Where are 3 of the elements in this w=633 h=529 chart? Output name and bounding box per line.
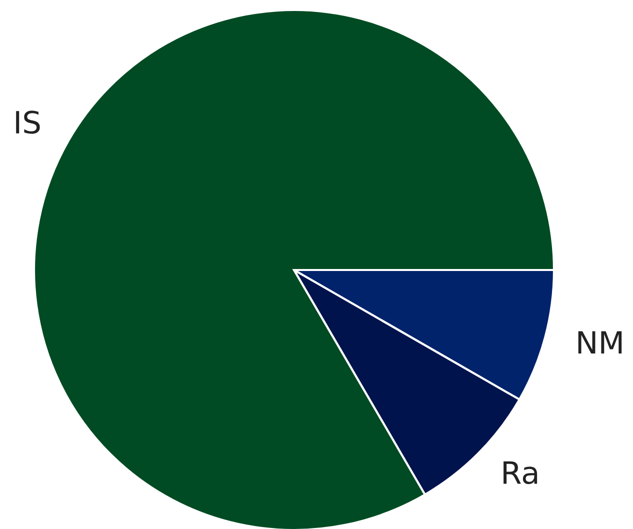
slice-label: NM xyxy=(578,331,622,354)
slice-label: Ra xyxy=(504,461,538,484)
slice-label: IS xyxy=(16,110,40,134)
